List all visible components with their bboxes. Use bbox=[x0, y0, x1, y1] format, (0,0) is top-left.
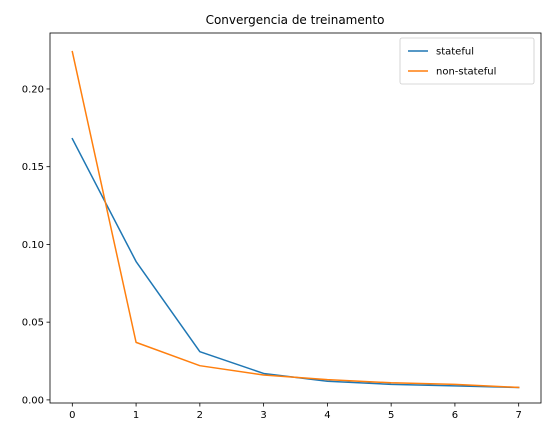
series-line-non-stateful bbox=[71, 50, 520, 389]
x-tick-label: 1 bbox=[133, 410, 139, 421]
x-tick-label: 0 bbox=[69, 410, 75, 421]
x-tick-label: 4 bbox=[324, 410, 330, 421]
y-tick-label: 0.10 bbox=[22, 240, 44, 251]
y-axis: 0.00 0.05 0.10 0.15 0.20 bbox=[22, 84, 50, 406]
x-tick-label: 6 bbox=[452, 410, 458, 421]
legend-label-non-stateful: non-stateful bbox=[436, 67, 496, 78]
y-tick-label: 0.05 bbox=[22, 318, 44, 329]
legend-box bbox=[399, 37, 535, 85]
x-tick-label: 5 bbox=[388, 410, 394, 421]
y-tick-label: 0.15 bbox=[22, 162, 44, 173]
x-tick-label: 2 bbox=[197, 410, 203, 421]
chart-title: Convergencia de treinamento bbox=[206, 13, 385, 27]
series-layer bbox=[71, 50, 520, 389]
legend: stateful non-stateful bbox=[399, 37, 535, 85]
y-tick-label: 0.00 bbox=[22, 395, 44, 406]
y-tick-label: 0.20 bbox=[22, 84, 44, 95]
x-tick-label: 3 bbox=[260, 410, 266, 421]
legend-label-stateful: stateful bbox=[436, 47, 474, 58]
x-axis: 0 1 2 3 4 5 6 7 bbox=[69, 403, 522, 421]
x-tick-label: 7 bbox=[515, 410, 521, 421]
axes-frame bbox=[49, 32, 542, 404]
series-line-stateful bbox=[71, 137, 520, 389]
